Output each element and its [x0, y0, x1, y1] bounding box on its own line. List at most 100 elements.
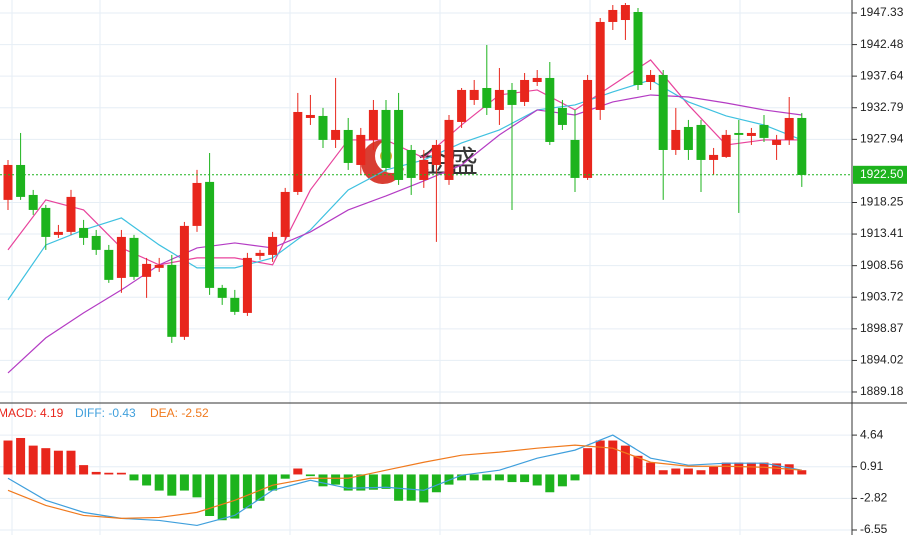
macd-bar	[79, 465, 89, 475]
y-tick-label: 1898.87	[860, 321, 904, 335]
current-price-box	[853, 165, 907, 184]
candle-body	[205, 181, 215, 288]
macd-bar	[53, 450, 63, 475]
macd-bar	[268, 474, 278, 491]
candle-body	[154, 264, 164, 268]
candle-body	[444, 119, 454, 180]
macd-bar	[293, 468, 303, 475]
macd-bar	[494, 474, 504, 481]
macd-bar	[305, 474, 315, 477]
candle-body	[633, 11, 643, 85]
y-tick-label: 1894.02	[860, 353, 904, 367]
macd-line	[7, 434, 802, 527]
candle-body	[457, 89, 467, 122]
y-tick-label: 4.64	[860, 427, 884, 441]
candle-body	[255, 252, 265, 256]
candle-body	[520, 79, 530, 102]
candle-body	[293, 111, 303, 192]
candle-body	[557, 107, 567, 125]
moving-average-line	[7, 79, 803, 301]
macd-bar	[583, 448, 593, 475]
macd-bar	[457, 474, 467, 481]
macd-bar	[444, 474, 454, 485]
y-tick-label: 1918.25	[860, 195, 904, 209]
macd-bar	[683, 468, 693, 475]
macd-bar	[205, 474, 215, 517]
candle-body	[179, 225, 189, 337]
macd-bar	[230, 474, 240, 519]
macd-bar	[368, 474, 378, 490]
candle-body	[331, 129, 341, 140]
legend-entry: MACD: 4.19	[0, 406, 64, 420]
candle-body	[116, 236, 126, 278]
candle-body	[368, 109, 378, 140]
macd-bar	[116, 472, 126, 475]
candle-body	[104, 249, 114, 280]
candle-body	[583, 79, 593, 178]
macd-bar	[734, 462, 744, 475]
moving-average-line	[7, 59, 802, 266]
candle-body	[242, 257, 252, 313]
y-tick-label: -6.55	[860, 522, 888, 535]
candle-body	[381, 109, 391, 168]
macd-bar	[142, 474, 152, 486]
candle-body	[709, 154, 719, 160]
y-tick-label: 1913.41	[860, 226, 904, 240]
macd-bar	[721, 462, 731, 475]
candle-body	[66, 196, 76, 232]
macd-bar	[129, 474, 139, 481]
candle-body	[16, 164, 26, 197]
macd-bar	[658, 470, 668, 475]
macd-bar	[16, 437, 26, 475]
candle-body	[532, 77, 542, 82]
macd-bar	[255, 474, 265, 501]
candle-body	[280, 191, 290, 237]
candle-body	[608, 9, 618, 22]
macd-bar	[167, 474, 177, 496]
macd-bar	[104, 472, 114, 475]
candle-body	[3, 164, 13, 200]
macd-bar	[696, 470, 706, 475]
macd-bar	[318, 474, 328, 487]
y-tick-label: 1937.64	[860, 68, 904, 82]
macd-bar	[520, 474, 530, 483]
candle-body	[142, 263, 152, 277]
candle-body	[646, 74, 656, 82]
legend-entry: DEA: -2.52	[150, 406, 209, 420]
candle-body	[658, 74, 668, 150]
candle-body	[431, 144, 441, 165]
candle-body	[671, 129, 681, 150]
candle-body	[192, 182, 202, 226]
candle-body	[595, 21, 605, 110]
macd-bar	[28, 445, 38, 475]
macd-bar	[217, 474, 227, 521]
macd-bar	[41, 448, 51, 475]
candle-body	[545, 77, 555, 142]
candle-body	[53, 231, 63, 235]
macd-bar	[192, 474, 202, 498]
candle-body	[406, 149, 416, 178]
macd-line	[7, 444, 802, 519]
y-tick-label: 1889.18	[860, 384, 904, 398]
y-tick-label: 1932.79	[860, 100, 904, 114]
candle-body	[482, 87, 492, 108]
candle-body	[305, 114, 315, 118]
macd-bar	[507, 474, 517, 483]
macd-bar	[469, 474, 479, 481]
candle-body	[494, 89, 504, 110]
macd-bar	[772, 463, 782, 475]
macd-bar	[557, 474, 567, 487]
macd-bar	[91, 471, 101, 475]
macd-bar	[482, 474, 492, 481]
y-tick-label: 0.91	[860, 459, 884, 473]
candle-body	[167, 264, 177, 337]
macd-bar	[154, 474, 164, 491]
legend-entry: DIFF: -0.43	[75, 406, 136, 420]
candle-body	[570, 139, 580, 178]
macd-bar	[356, 474, 366, 491]
macd-bar	[394, 474, 404, 501]
candle-body	[79, 227, 89, 238]
macd-bar	[66, 450, 76, 475]
candle-body	[356, 134, 366, 165]
